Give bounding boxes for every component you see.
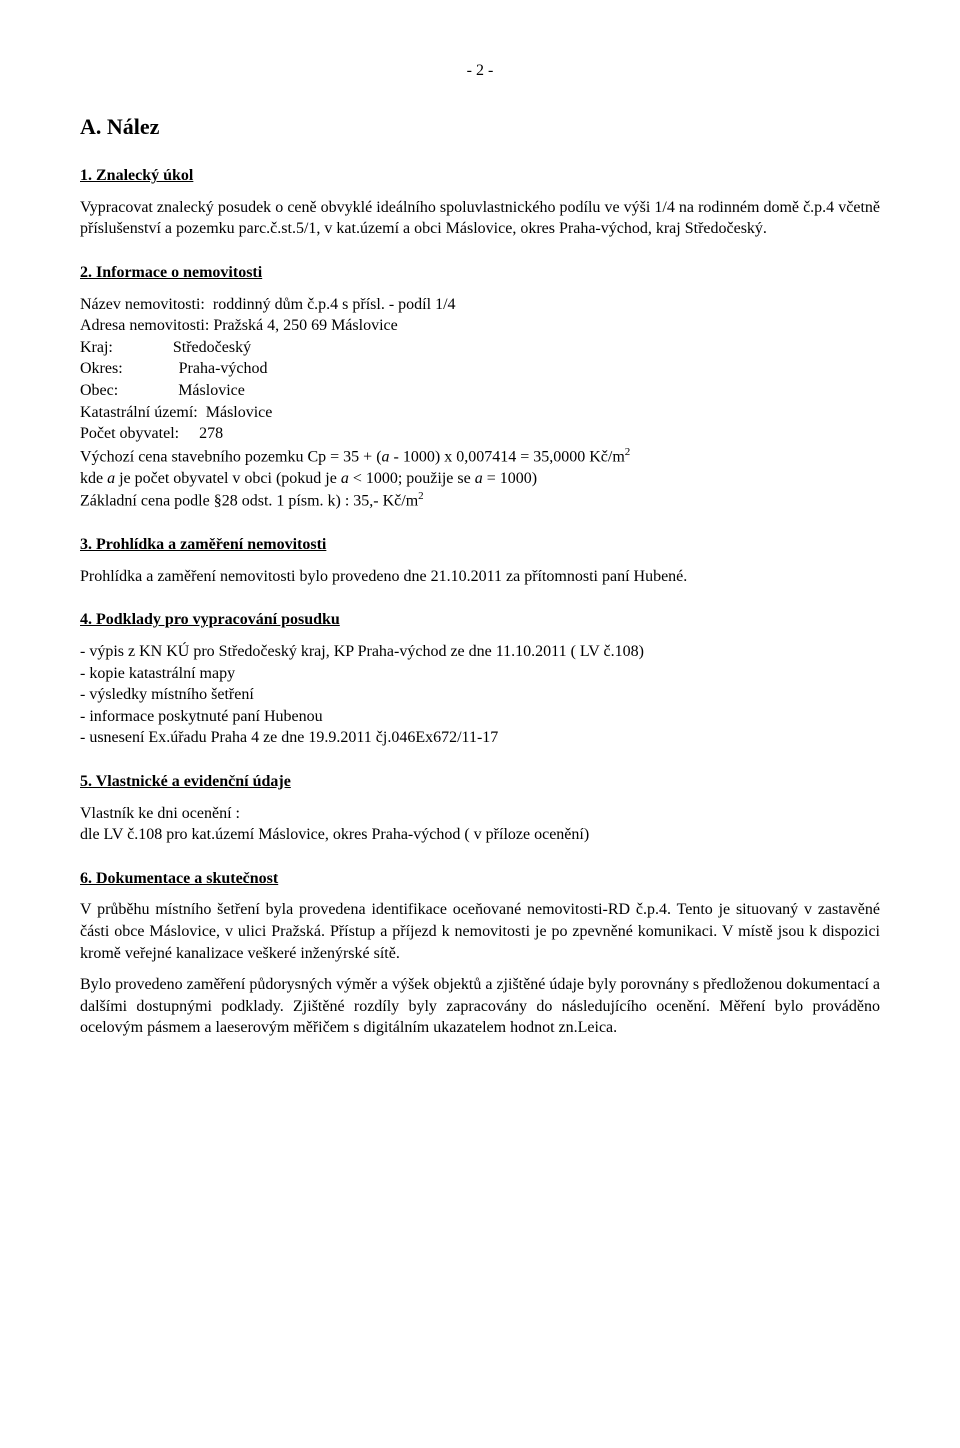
calc2c: < 1000; použije se <box>349 470 475 487</box>
calc2-it3: a <box>475 470 483 487</box>
section-3-paragraph: Prohlídka a zaměření nemovitosti bylo pr… <box>80 566 880 588</box>
list-item: - výsledky místního šetření <box>80 684 880 706</box>
calc1-italic: a <box>382 448 390 465</box>
vlastnik-line-1: Vlastník ke dni ocenění : <box>80 803 880 825</box>
info-adresa: Adresa nemovitosti: Pražská 4, 250 69 Má… <box>80 315 880 337</box>
section-3-title: 3. Prohlídka a zaměření nemovitosti <box>80 534 880 556</box>
calc1-sup: 2 <box>625 446 631 458</box>
calc1b: - 1000) x 0,007414 = 35,0000 Kč/m <box>390 448 625 465</box>
page-number: - 2 - <box>80 60 880 82</box>
calc2b: je počet obyvatel v obci (pokud je <box>115 470 341 487</box>
main-heading: A. Nález <box>80 112 880 142</box>
calc2-it2: a <box>341 470 349 487</box>
list-item: - výpis z KN KÚ pro Středočeský kraj, KP… <box>80 641 880 663</box>
info-kraj: Kraj: Středočeský <box>80 337 880 359</box>
vlastnik-block: Vlastník ke dni ocenění : dle LV č.108 p… <box>80 803 880 846</box>
info-pocet: Počet obyvatel: 278 <box>80 423 880 445</box>
info-block: Název nemovitosti: roddinný dům č.p.4 s … <box>80 294 880 513</box>
section-1-title: 1. Znalecký úkol <box>80 165 880 187</box>
list-item: - usnesení Ex.úřadu Praha 4 ze dne 19.9.… <box>80 727 880 749</box>
info-okres: Okres: Praha-východ <box>80 358 880 380</box>
section-1-paragraph: Vypracovat znalecký posudek o ceně obvyk… <box>80 197 880 240</box>
info-obec: Obec: Máslovice <box>80 380 880 402</box>
calc2d: = 1000) <box>483 470 537 487</box>
calc2a: kde <box>80 470 107 487</box>
section-6-p2: Bylo provedeno zaměření půdorysných výmě… <box>80 974 880 1039</box>
document-page: - 2 - A. Nález 1. Znalecký úkol Vypracov… <box>0 0 960 1089</box>
section-4-title: 4. Podklady pro vypracování posudku <box>80 609 880 631</box>
calc3-sup: 2 <box>418 490 424 502</box>
calc2-it1: a <box>107 470 115 487</box>
section-5-title: 5. Vlastnické a evidenční údaje <box>80 771 880 793</box>
podklady-list: - výpis z KN KÚ pro Středočeský kraj, KP… <box>80 641 880 749</box>
section-2-title: 2. Informace o nemovitosti <box>80 262 880 284</box>
vlastnik-line-2: dle LV č.108 pro kat.území Máslovice, ok… <box>80 824 880 846</box>
list-item: - kopie katastrální mapy <box>80 663 880 685</box>
calc1a: Výchozí cena stavebního pozemku Cp = 35 … <box>80 448 382 465</box>
info-katuz: Katastrální území: Máslovice <box>80 402 880 424</box>
section-6-p1: V průběhu místního šetření byla proveden… <box>80 899 880 964</box>
calc3: Základní cena podle §28 odst. 1 písm. k)… <box>80 493 418 510</box>
calc-line-3: Základní cena podle §28 odst. 1 písm. k)… <box>80 489 880 512</box>
list-item: - informace poskytnuté paní Hubenou <box>80 706 880 728</box>
calc-line-2: kde a je počet obyvatel v obci (pokud je… <box>80 468 880 490</box>
section-6-title: 6. Dokumentace a skutečnost <box>80 868 880 890</box>
calc-line-1: Výchozí cena stavebního pozemku Cp = 35 … <box>80 445 880 468</box>
info-nazev: Název nemovitosti: roddinný dům č.p.4 s … <box>80 294 880 316</box>
